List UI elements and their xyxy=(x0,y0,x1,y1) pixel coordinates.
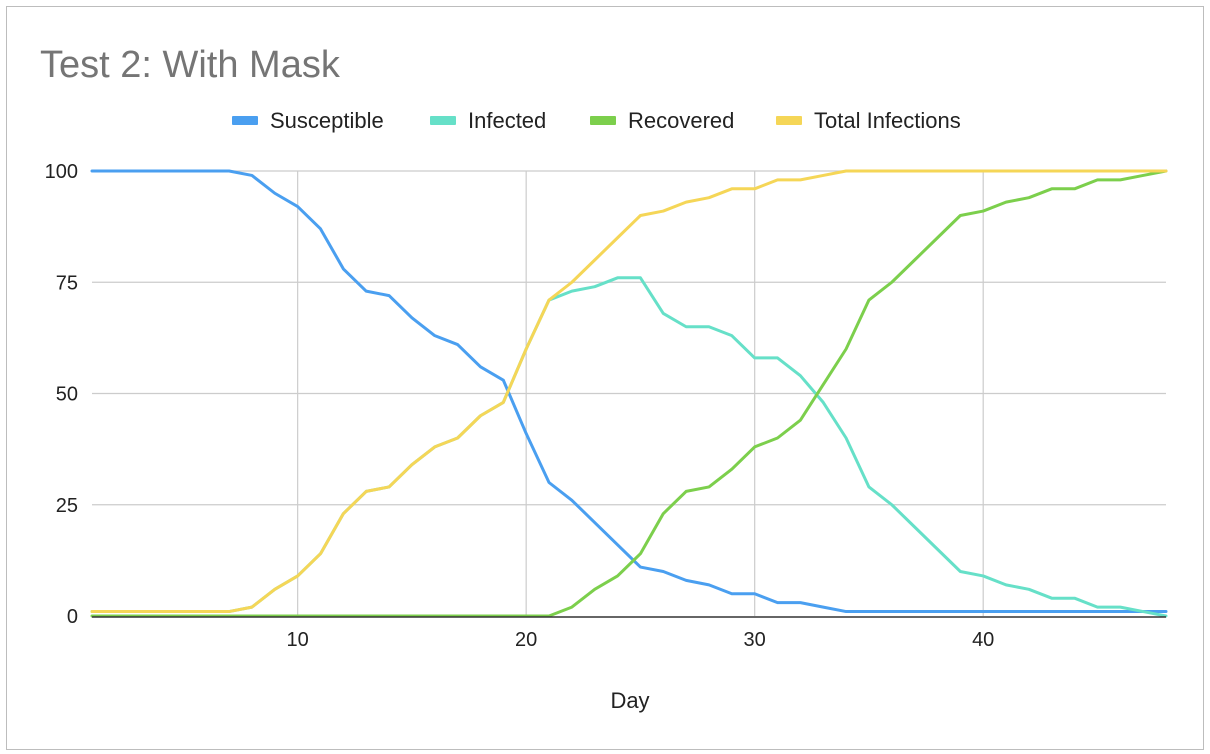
y-axis-ticks: 0 25 50 75 100 xyxy=(45,161,78,628)
series-line-total-infections xyxy=(90,169,1168,614)
chart-frame xyxy=(6,6,1204,750)
chart-title: Test 2: With Mask xyxy=(40,44,341,86)
legend-label: Recovered xyxy=(628,108,734,133)
x-tick-label: 40 xyxy=(972,629,994,651)
legend-swatch xyxy=(590,116,616,125)
legend-label: Infected xyxy=(468,108,546,133)
y-tick-label: 0 xyxy=(67,606,78,628)
legend-item-susceptible: Susceptible xyxy=(232,108,384,133)
x-tick-label: 20 xyxy=(515,629,537,651)
series-lines xyxy=(90,169,1168,618)
x-axis-ticks: 10 20 30 40 xyxy=(287,629,995,651)
legend-swatch xyxy=(232,116,258,125)
legend-item-total-infections: Total Infections xyxy=(776,108,961,133)
y-tick-label: 50 xyxy=(56,384,78,406)
series-line-susceptible xyxy=(90,169,1168,614)
legend-label: Susceptible xyxy=(270,108,384,133)
legend-swatch xyxy=(430,116,456,125)
x-tick-label: 10 xyxy=(287,629,309,651)
x-axis-label: Day xyxy=(610,688,649,713)
series-line-recovered xyxy=(90,169,1168,618)
legend-item-infected: Infected xyxy=(430,108,546,133)
y-tick-label: 75 xyxy=(56,272,78,294)
legend-swatch xyxy=(776,116,802,125)
y-tick-label: 25 xyxy=(56,495,78,517)
grid xyxy=(92,170,1166,616)
x-tick-label: 30 xyxy=(744,629,766,651)
legend-item-recovered: Recovered xyxy=(590,108,734,133)
legend: Susceptible Infected Recovered Total Infect… xyxy=(232,108,961,133)
y-tick-label: 100 xyxy=(45,161,78,183)
legend-label: Total Infections xyxy=(814,108,961,133)
